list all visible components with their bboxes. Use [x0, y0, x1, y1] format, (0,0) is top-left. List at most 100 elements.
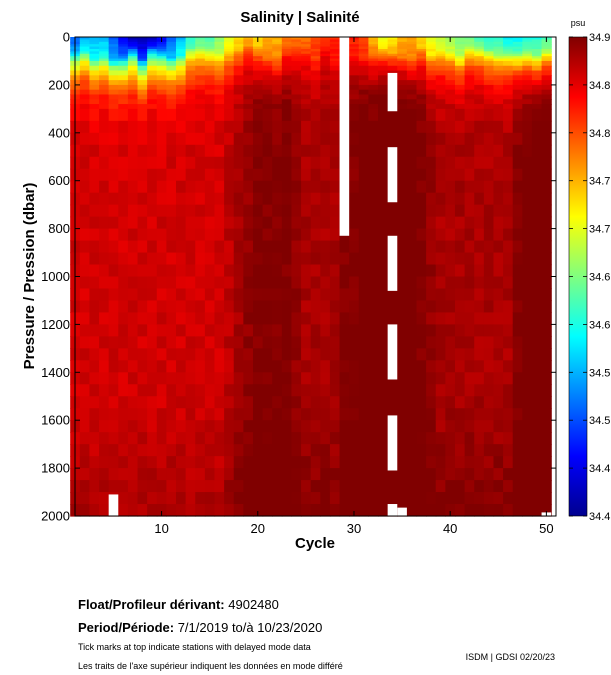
heatmap-cell	[176, 240, 187, 254]
heatmap-cell	[89, 276, 100, 290]
heatmap-cell	[416, 132, 427, 146]
heatmap-cell	[166, 144, 177, 158]
heatmap-cell	[272, 468, 283, 481]
heatmap-cell	[435, 300, 446, 314]
heatmap-cell	[320, 37, 331, 40]
heatmap-cell	[310, 300, 321, 314]
heatmap-cell	[195, 324, 206, 337]
heatmap-cell	[454, 70, 466, 76]
heatmap-cell	[483, 156, 495, 170]
heatmap-cell	[118, 264, 129, 278]
heatmap-cell	[320, 408, 331, 421]
heatmap-cell	[541, 348, 552, 361]
heatmap-cell	[224, 480, 235, 493]
heatmap-cell	[204, 252, 216, 266]
period-end: 10/23/2020	[257, 620, 323, 635]
heatmap-cell	[118, 58, 129, 62]
heatmap-cell	[224, 468, 235, 481]
heatmap-cell	[262, 204, 273, 218]
heatmap-cell	[406, 89, 418, 96]
heatmap-cell	[214, 204, 225, 218]
heatmap-cell	[127, 51, 139, 55]
heatmap-cell	[166, 168, 177, 182]
heatmap-cell	[483, 456, 495, 469]
heatmap-cell	[214, 252, 225, 266]
heatmap-cell	[406, 44, 418, 48]
heatmap-cell	[89, 216, 100, 230]
heatmap-cell	[118, 324, 129, 337]
heatmap-cell	[349, 192, 360, 206]
heatmap-cell	[108, 180, 119, 194]
heatmap-cell	[262, 468, 273, 481]
heatmap-cell	[378, 39, 389, 43]
heatmap-cell	[406, 94, 418, 100]
heatmap-cell	[147, 37, 158, 40]
heatmap-cell	[397, 468, 408, 481]
heatmap-cell	[156, 41, 167, 45]
heatmap-cell	[233, 156, 244, 170]
heatmap-cell	[368, 468, 379, 481]
heatmap-cell	[281, 372, 293, 385]
heatmap-cell	[204, 80, 216, 86]
heatmap-cell	[204, 51, 216, 55]
heatmap-cell	[301, 84, 312, 91]
heatmap-cell	[204, 228, 216, 242]
heatmap-cell	[301, 456, 312, 469]
heatmap-cell	[262, 336, 273, 349]
heatmap-cell	[320, 132, 331, 146]
heatmap-cell	[147, 300, 158, 314]
heatmap-cell	[406, 99, 418, 105]
heatmap-cell	[156, 168, 167, 182]
heatmap-cell	[137, 432, 148, 445]
heatmap-cell	[493, 324, 504, 337]
heatmap-cell	[291, 492, 302, 505]
heatmap-cell	[185, 492, 196, 505]
heatmap-cell	[204, 396, 216, 409]
heatmap-cell	[99, 492, 110, 505]
heatmap-cell	[204, 192, 216, 206]
heatmap-cell	[224, 94, 235, 100]
heatmap-cell	[108, 39, 119, 43]
heatmap-cell	[156, 58, 167, 62]
heatmap-cell	[301, 120, 312, 134]
heatmap-cell	[474, 276, 485, 290]
heatmap-cell	[118, 99, 129, 105]
heatmap-cell	[281, 288, 293, 302]
heatmap-cell	[137, 420, 148, 433]
heatmap-cell	[166, 312, 177, 325]
heatmap-cell	[185, 99, 196, 105]
heatmap-cell	[406, 104, 418, 110]
heatmap-cell	[426, 288, 437, 302]
heatmap-cell	[368, 192, 379, 206]
heatmap-cell	[320, 204, 331, 218]
heatmap-cell	[397, 94, 408, 100]
heatmap-cell	[435, 336, 446, 349]
heatmap-cell	[320, 432, 331, 445]
heatmap-cell	[272, 39, 283, 43]
heatmap-cell	[291, 53, 302, 57]
heatmap-cell	[166, 56, 177, 60]
heatmap-cell	[454, 336, 466, 349]
heatmap-cell	[522, 180, 533, 194]
heatmap-cell	[147, 456, 158, 469]
heatmap-cell	[176, 75, 187, 81]
heatmap-cell	[118, 51, 129, 55]
heatmap-cell	[310, 384, 321, 397]
heatmap-cell	[301, 37, 312, 40]
heatmap-cell	[310, 204, 321, 218]
heatmap-cell	[108, 120, 119, 134]
heatmap-cell	[262, 144, 273, 158]
heatmap-cell	[281, 396, 293, 409]
heatmap-cell	[531, 180, 543, 194]
heatmap-cell	[166, 41, 177, 45]
heatmap-cell	[387, 216, 398, 230]
heatmap-cell	[252, 504, 264, 517]
heatmap-cell	[483, 65, 495, 72]
heatmap-cell	[464, 108, 475, 122]
heatmap-cell	[291, 396, 302, 409]
heatmap-cell	[349, 372, 360, 385]
heatmap-cell	[464, 468, 475, 481]
heatmap-cell	[214, 372, 225, 385]
heatmap-cell	[204, 58, 216, 62]
heatmap-cell	[483, 300, 495, 314]
